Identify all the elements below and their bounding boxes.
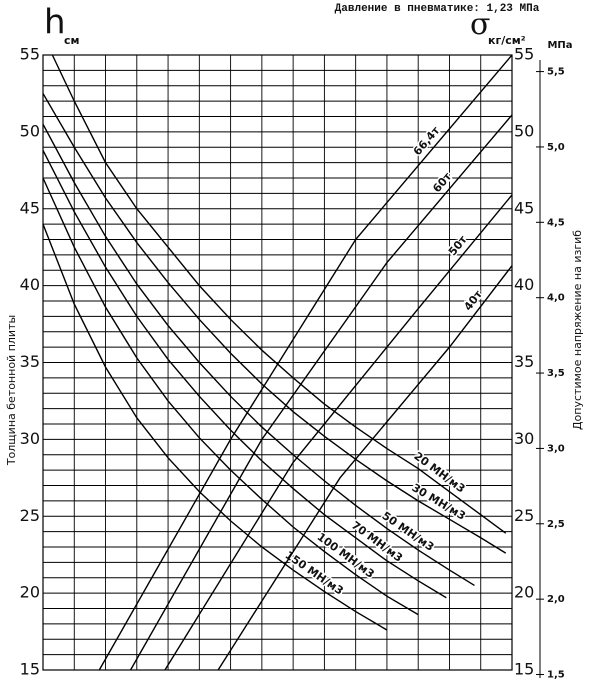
- series-line: [217, 265, 513, 671]
- y3-tick-label: 5,0: [547, 142, 565, 153]
- y3-tick-label: 4,0: [547, 293, 565, 304]
- series-line: [98, 54, 513, 671]
- y3-unit: МПа: [547, 40, 572, 51]
- y2-tick-label: 20: [514, 583, 534, 602]
- y-tick-label: 15: [20, 660, 40, 679]
- y3-tick-label: 1,5: [547, 670, 565, 681]
- series-line: [129, 114, 513, 671]
- series-line: [42, 177, 419, 616]
- y2-symbol: σ: [470, 7, 490, 42]
- y3-tick-label: 3,5: [547, 368, 565, 379]
- y2-tick-label: 25: [514, 506, 534, 525]
- y2-unit: кг/см²: [488, 34, 526, 47]
- y3-tick-label: 2,5: [547, 519, 565, 530]
- chart-title: Давление в пневматике: 1,23 МПа: [335, 3, 540, 15]
- plot-frame: [42, 54, 513, 671]
- y-tick-label: 40: [20, 275, 40, 294]
- y-unit: см: [64, 34, 80, 47]
- y3-tick-label: 2,0: [547, 594, 565, 605]
- y2-tick-label: 45: [514, 198, 534, 217]
- y3-axis-label: Допустимое напряжение на изгиб: [571, 230, 584, 430]
- series-label: 40т: [461, 288, 485, 314]
- y3-tick-label: 5,5: [547, 67, 565, 78]
- y-tick-label: 20: [20, 583, 40, 602]
- y2-tick-label: 30: [514, 429, 534, 448]
- y2-tick-label: 55: [514, 45, 534, 64]
- series-label: 66,4т: [411, 124, 443, 158]
- series-line: [42, 223, 388, 631]
- y2-tick-label: 40: [514, 275, 534, 294]
- series-line: [164, 194, 513, 671]
- y-symbol: h: [44, 3, 66, 43]
- y-tick-label: 35: [20, 352, 40, 371]
- y3-tick-label: 3,0: [547, 443, 565, 454]
- y-tick-label: 55: [20, 45, 40, 64]
- y-axis-label: Толщина бетонной плиты: [5, 315, 18, 466]
- y-tick-label: 45: [20, 198, 40, 217]
- y-tick-label: 50: [20, 121, 40, 140]
- series-line: [42, 123, 475, 587]
- series-label: 60т: [430, 170, 454, 195]
- y-tick-label: 30: [20, 429, 40, 448]
- y2-tick-label: 50: [514, 121, 534, 140]
- y2-tick-label: 35: [514, 352, 534, 371]
- series-line: [51, 54, 507, 534]
- y-tick-label: 25: [20, 506, 40, 525]
- series-line: [42, 150, 447, 599]
- series-line: [42, 93, 507, 554]
- y2-tick-label: 15: [514, 660, 534, 679]
- y3-tick-label: 4,5: [547, 217, 565, 228]
